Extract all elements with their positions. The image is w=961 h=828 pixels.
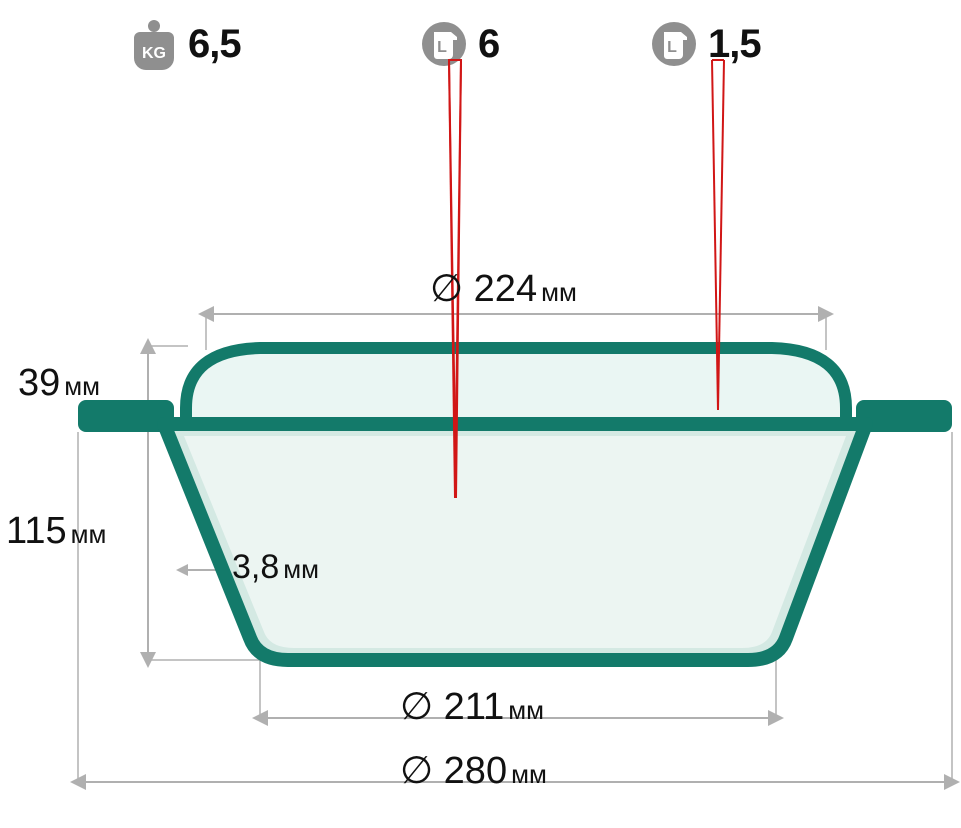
lid-shape — [186, 348, 846, 424]
dim-body-height: 115мм — [6, 510, 106, 553]
spec-volume-lid: L 1,5 — [650, 18, 761, 70]
svg-text:KG: KG — [142, 45, 166, 62]
spec-weight-value: 6,5 — [188, 22, 241, 67]
spec-volume-lid-value: 1,5 — [708, 22, 761, 67]
liter-icon: L — [420, 18, 468, 70]
dim-overall-width: ∅ 280мм — [400, 748, 547, 793]
dim-lid-height: 39мм — [18, 362, 100, 405]
svg-text:L: L — [667, 39, 677, 56]
kg-icon: KG — [130, 18, 178, 70]
pot-body-shape — [164, 424, 866, 660]
dim-wall-thickness: 3,8мм — [232, 548, 319, 587]
svg-text:L: L — [437, 39, 447, 56]
liter-icon: L — [650, 18, 698, 70]
diagram-canvas: { "specs": { "weight": { "value": "6,5",… — [0, 0, 961, 828]
spec-volume-total-value: 6 — [478, 22, 499, 67]
spec-weight: KG 6,5 — [130, 18, 241, 70]
dim-top-diameter: ∅ 224мм — [430, 266, 577, 311]
dim-bottom-inner-diameter: ∅ 211мм — [400, 684, 544, 729]
spec-volume-total: L 6 — [420, 18, 499, 70]
